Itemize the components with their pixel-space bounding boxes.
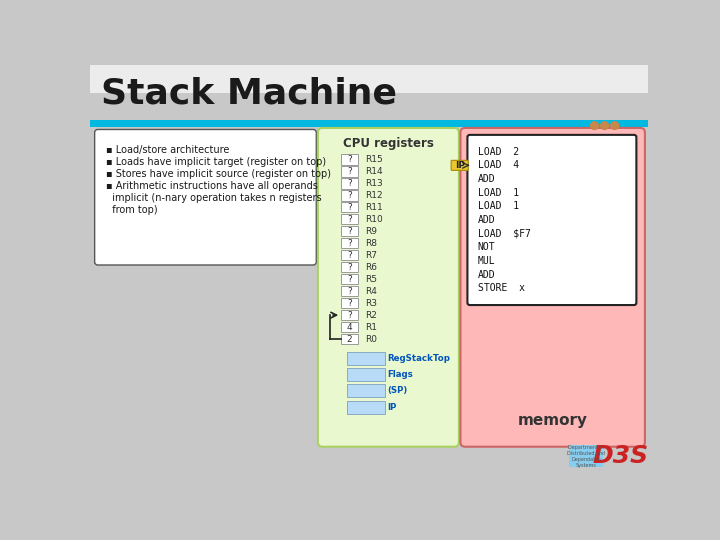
FancyBboxPatch shape <box>341 250 358 260</box>
Text: LOAD  2: LOAD 2 <box>477 147 518 157</box>
Text: CPU registers: CPU registers <box>343 137 434 150</box>
FancyBboxPatch shape <box>341 286 358 296</box>
Text: R1: R1 <box>365 322 377 332</box>
FancyBboxPatch shape <box>341 298 358 308</box>
Text: ADD: ADD <box>477 174 495 184</box>
Text: ?: ? <box>347 227 352 236</box>
FancyBboxPatch shape <box>569 445 603 467</box>
Text: ?: ? <box>347 251 352 260</box>
Text: LOAD  1: LOAD 1 <box>477 188 518 198</box>
FancyBboxPatch shape <box>347 401 384 414</box>
Text: ?: ? <box>347 179 352 188</box>
Text: ?: ? <box>347 262 352 272</box>
Circle shape <box>611 122 618 130</box>
FancyBboxPatch shape <box>347 384 384 397</box>
Text: MUL: MUL <box>477 256 495 266</box>
Text: IP: IP <box>454 161 464 170</box>
Text: ▪ Stores have implicit source (register on top): ▪ Stores have implicit source (register … <box>106 168 330 179</box>
Text: memory: memory <box>518 413 588 428</box>
Text: D3S: D3S <box>592 444 648 468</box>
FancyBboxPatch shape <box>341 190 358 200</box>
Text: R13: R13 <box>365 179 383 188</box>
FancyBboxPatch shape <box>341 262 358 272</box>
Text: NOT: NOT <box>477 242 495 252</box>
Text: LOAD  4: LOAD 4 <box>477 160 518 170</box>
FancyBboxPatch shape <box>90 92 648 120</box>
FancyBboxPatch shape <box>341 274 358 285</box>
Text: R5: R5 <box>365 275 377 284</box>
Text: ?: ? <box>347 275 352 284</box>
FancyBboxPatch shape <box>347 352 384 365</box>
FancyBboxPatch shape <box>451 160 468 170</box>
FancyBboxPatch shape <box>341 226 358 237</box>
Text: RegStackTop: RegStackTop <box>387 354 451 363</box>
Text: ADD: ADD <box>477 269 495 280</box>
Text: IP: IP <box>387 402 397 411</box>
FancyBboxPatch shape <box>467 135 636 305</box>
Text: STORE  x: STORE x <box>477 283 524 293</box>
Text: ?: ? <box>347 239 352 248</box>
FancyBboxPatch shape <box>341 178 358 188</box>
Text: LOAD  $F7: LOAD $F7 <box>477 228 531 239</box>
Text: R0: R0 <box>365 335 377 343</box>
Text: 2: 2 <box>347 335 352 343</box>
FancyBboxPatch shape <box>90 65 648 120</box>
FancyBboxPatch shape <box>347 368 384 381</box>
FancyBboxPatch shape <box>341 310 358 320</box>
FancyBboxPatch shape <box>318 128 459 447</box>
FancyBboxPatch shape <box>90 127 648 481</box>
Text: ADD: ADD <box>477 215 495 225</box>
Text: ▪ Loads have implicit target (register on top): ▪ Loads have implicit target (register o… <box>106 157 325 167</box>
Text: Flags: Flags <box>387 370 413 379</box>
Text: ▪ Load/store architecture: ▪ Load/store architecture <box>106 145 229 155</box>
FancyBboxPatch shape <box>341 166 358 177</box>
Text: R10: R10 <box>365 215 383 224</box>
Text: ?: ? <box>347 215 352 224</box>
FancyBboxPatch shape <box>341 334 358 345</box>
Text: R15: R15 <box>365 155 383 164</box>
Circle shape <box>600 122 608 130</box>
Text: R6: R6 <box>365 262 377 272</box>
Text: R12: R12 <box>365 191 383 200</box>
Text: ▪ Arithmetic instructions have all operands: ▪ Arithmetic instructions have all opera… <box>106 181 318 191</box>
FancyBboxPatch shape <box>341 214 358 225</box>
FancyBboxPatch shape <box>90 120 648 127</box>
FancyBboxPatch shape <box>341 238 358 248</box>
Text: ?: ? <box>347 299 352 308</box>
Text: implicit (n-nary operation takes n registers: implicit (n-nary operation takes n regis… <box>106 193 321 202</box>
Text: ?: ? <box>347 191 352 200</box>
Text: 4: 4 <box>347 322 352 332</box>
Text: R2: R2 <box>365 310 377 320</box>
Text: ?: ? <box>347 167 352 176</box>
Text: from top): from top) <box>106 205 157 214</box>
Text: Department of
Distributed and
Dependable
Systems: Department of Distributed and Dependable… <box>567 445 605 468</box>
FancyBboxPatch shape <box>341 154 358 165</box>
Text: R11: R11 <box>365 203 383 212</box>
Text: R4: R4 <box>365 287 377 296</box>
Text: R9: R9 <box>365 227 377 236</box>
Text: R8: R8 <box>365 239 377 248</box>
Text: LOAD  1: LOAD 1 <box>477 201 518 211</box>
Text: R14: R14 <box>365 167 383 176</box>
Text: R7: R7 <box>365 251 377 260</box>
FancyBboxPatch shape <box>341 322 358 332</box>
FancyBboxPatch shape <box>461 128 645 447</box>
Text: ?: ? <box>347 155 352 164</box>
FancyBboxPatch shape <box>94 130 316 265</box>
Text: Stack Machine: Stack Machine <box>101 77 397 111</box>
Text: ?: ? <box>347 287 352 296</box>
Text: ?: ? <box>347 203 352 212</box>
FancyBboxPatch shape <box>341 202 358 213</box>
Text: R3: R3 <box>365 299 377 308</box>
Text: (SP): (SP) <box>387 387 408 395</box>
Text: ?: ? <box>347 310 352 320</box>
Circle shape <box>590 122 598 130</box>
